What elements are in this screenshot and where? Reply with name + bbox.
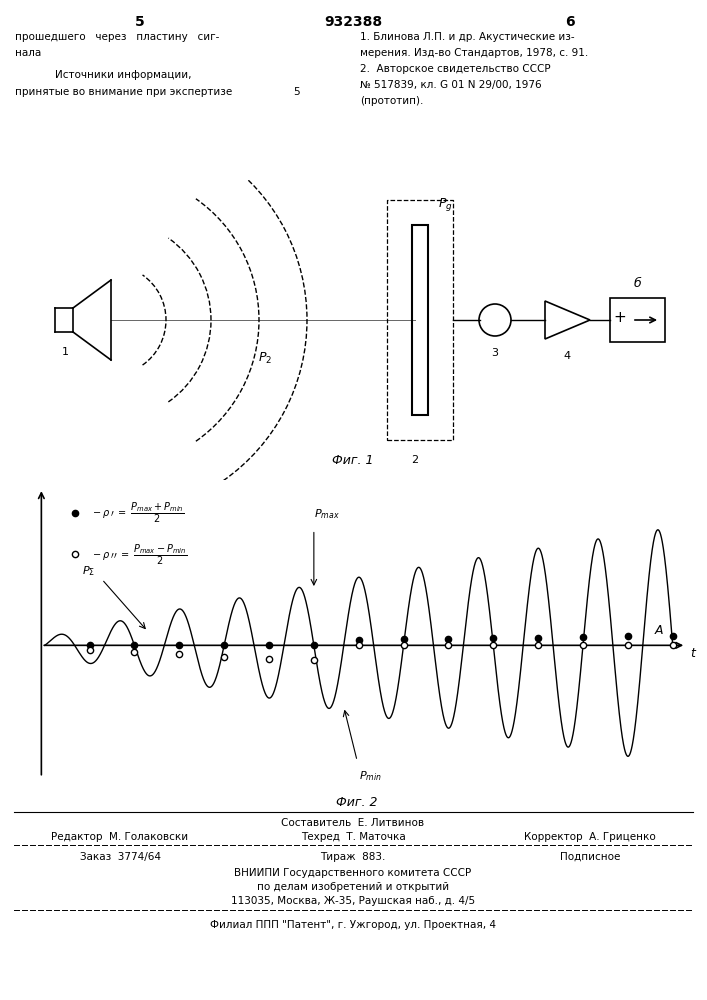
Text: $\it{P_2}$: $\it{P_2}$ <box>258 350 272 366</box>
Text: Тираж  883.: Тираж 883. <box>320 852 386 862</box>
Text: $P_{min}$: $P_{min}$ <box>359 769 382 783</box>
Text: $P_{max}$: $P_{max}$ <box>315 508 340 521</box>
Text: $t$: $t$ <box>689 647 697 660</box>
Text: б: б <box>633 277 641 290</box>
Text: по делам изобретений и открытий: по делам изобретений и открытий <box>257 882 449 892</box>
Text: Составитель  Е. Литвинов: Составитель Е. Литвинов <box>281 818 425 828</box>
Text: +: + <box>614 310 626 326</box>
Text: 2.  Авторское свидетельство СССР: 2. Авторское свидетельство СССР <box>360 64 551 74</box>
Text: $A$: $A$ <box>654 624 665 637</box>
Text: Подписное: Подписное <box>560 852 620 862</box>
Text: 5: 5 <box>293 87 300 97</box>
Text: № 517839, кл. G 01 N 29/00, 1976: № 517839, кл. G 01 N 29/00, 1976 <box>360 80 542 90</box>
Text: 932388: 932388 <box>324 15 382 29</box>
Text: Филиал ППП "Патент", г. Ужгород, ул. Проектная, 4: Филиал ППП "Патент", г. Ужгород, ул. Про… <box>210 920 496 930</box>
Text: ВНИИПИ Государственного комитета СССР: ВНИИПИ Государственного комитета СССР <box>235 868 472 878</box>
Text: Заказ  3774/64: Заказ 3774/64 <box>79 852 160 862</box>
Text: Корректор  А. Гриценко: Корректор А. Гриценко <box>524 832 656 842</box>
Text: $\it{P_g}$: $\it{P_g}$ <box>438 196 452 213</box>
Text: Техред  Т. Маточка: Техред Т. Маточка <box>300 832 405 842</box>
Text: принятые во внимание при экспертизе: принятые во внимание при экспертизе <box>15 87 233 97</box>
Text: 113035, Москва, Ж-35, Раушская наб., д. 4/5: 113035, Москва, Ж-35, Раушская наб., д. … <box>231 896 475 906</box>
Text: мерения. Изд-во Стандартов, 1978, с. 91.: мерения. Изд-во Стандартов, 1978, с. 91. <box>360 48 588 58</box>
Text: 5: 5 <box>135 15 145 29</box>
Text: Фиг. 1: Фиг. 1 <box>332 454 374 466</box>
Text: (прототип).: (прототип). <box>360 96 423 106</box>
Text: $-\;\rho\,\prime\;=\;\dfrac{P_{max}+P_{min}}{2}$: $-\;\rho\,\prime\;=\;\dfrac{P_{max}+P_{m… <box>92 501 185 525</box>
Text: Источники информации,: Источники информации, <box>55 70 192 80</box>
Text: $-\;\rho\,\prime\prime\;=\;\dfrac{P_{max}-P_{min}}{2}$: $-\;\rho\,\prime\prime\;=\;\dfrac{P_{max… <box>92 542 187 567</box>
Text: 3: 3 <box>491 348 498 358</box>
Text: Фиг. 2: Фиг. 2 <box>337 796 378 809</box>
Text: 6: 6 <box>565 15 575 29</box>
Text: $P_{\Sigma}$: $P_{\Sigma}$ <box>82 564 95 578</box>
Text: Редактор  М. Голаковски: Редактор М. Голаковски <box>52 832 189 842</box>
Text: 1: 1 <box>62 347 69 357</box>
Text: прошедшего   через   пластину   сиг-: прошедшего через пластину сиг- <box>15 32 219 42</box>
Text: 2: 2 <box>411 455 419 465</box>
Text: 4: 4 <box>563 351 571 361</box>
Text: нала: нала <box>15 48 41 58</box>
Text: 1. Блинова Л.П. и др. Акустические из-: 1. Блинова Л.П. и др. Акустические из- <box>360 32 575 42</box>
